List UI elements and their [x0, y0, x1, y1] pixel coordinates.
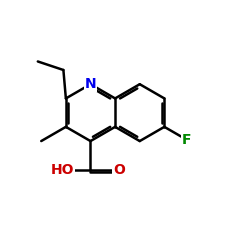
Text: HO: HO: [50, 162, 74, 176]
Text: F: F: [182, 133, 191, 147]
Text: N: N: [85, 77, 96, 91]
Text: O: O: [113, 162, 125, 176]
